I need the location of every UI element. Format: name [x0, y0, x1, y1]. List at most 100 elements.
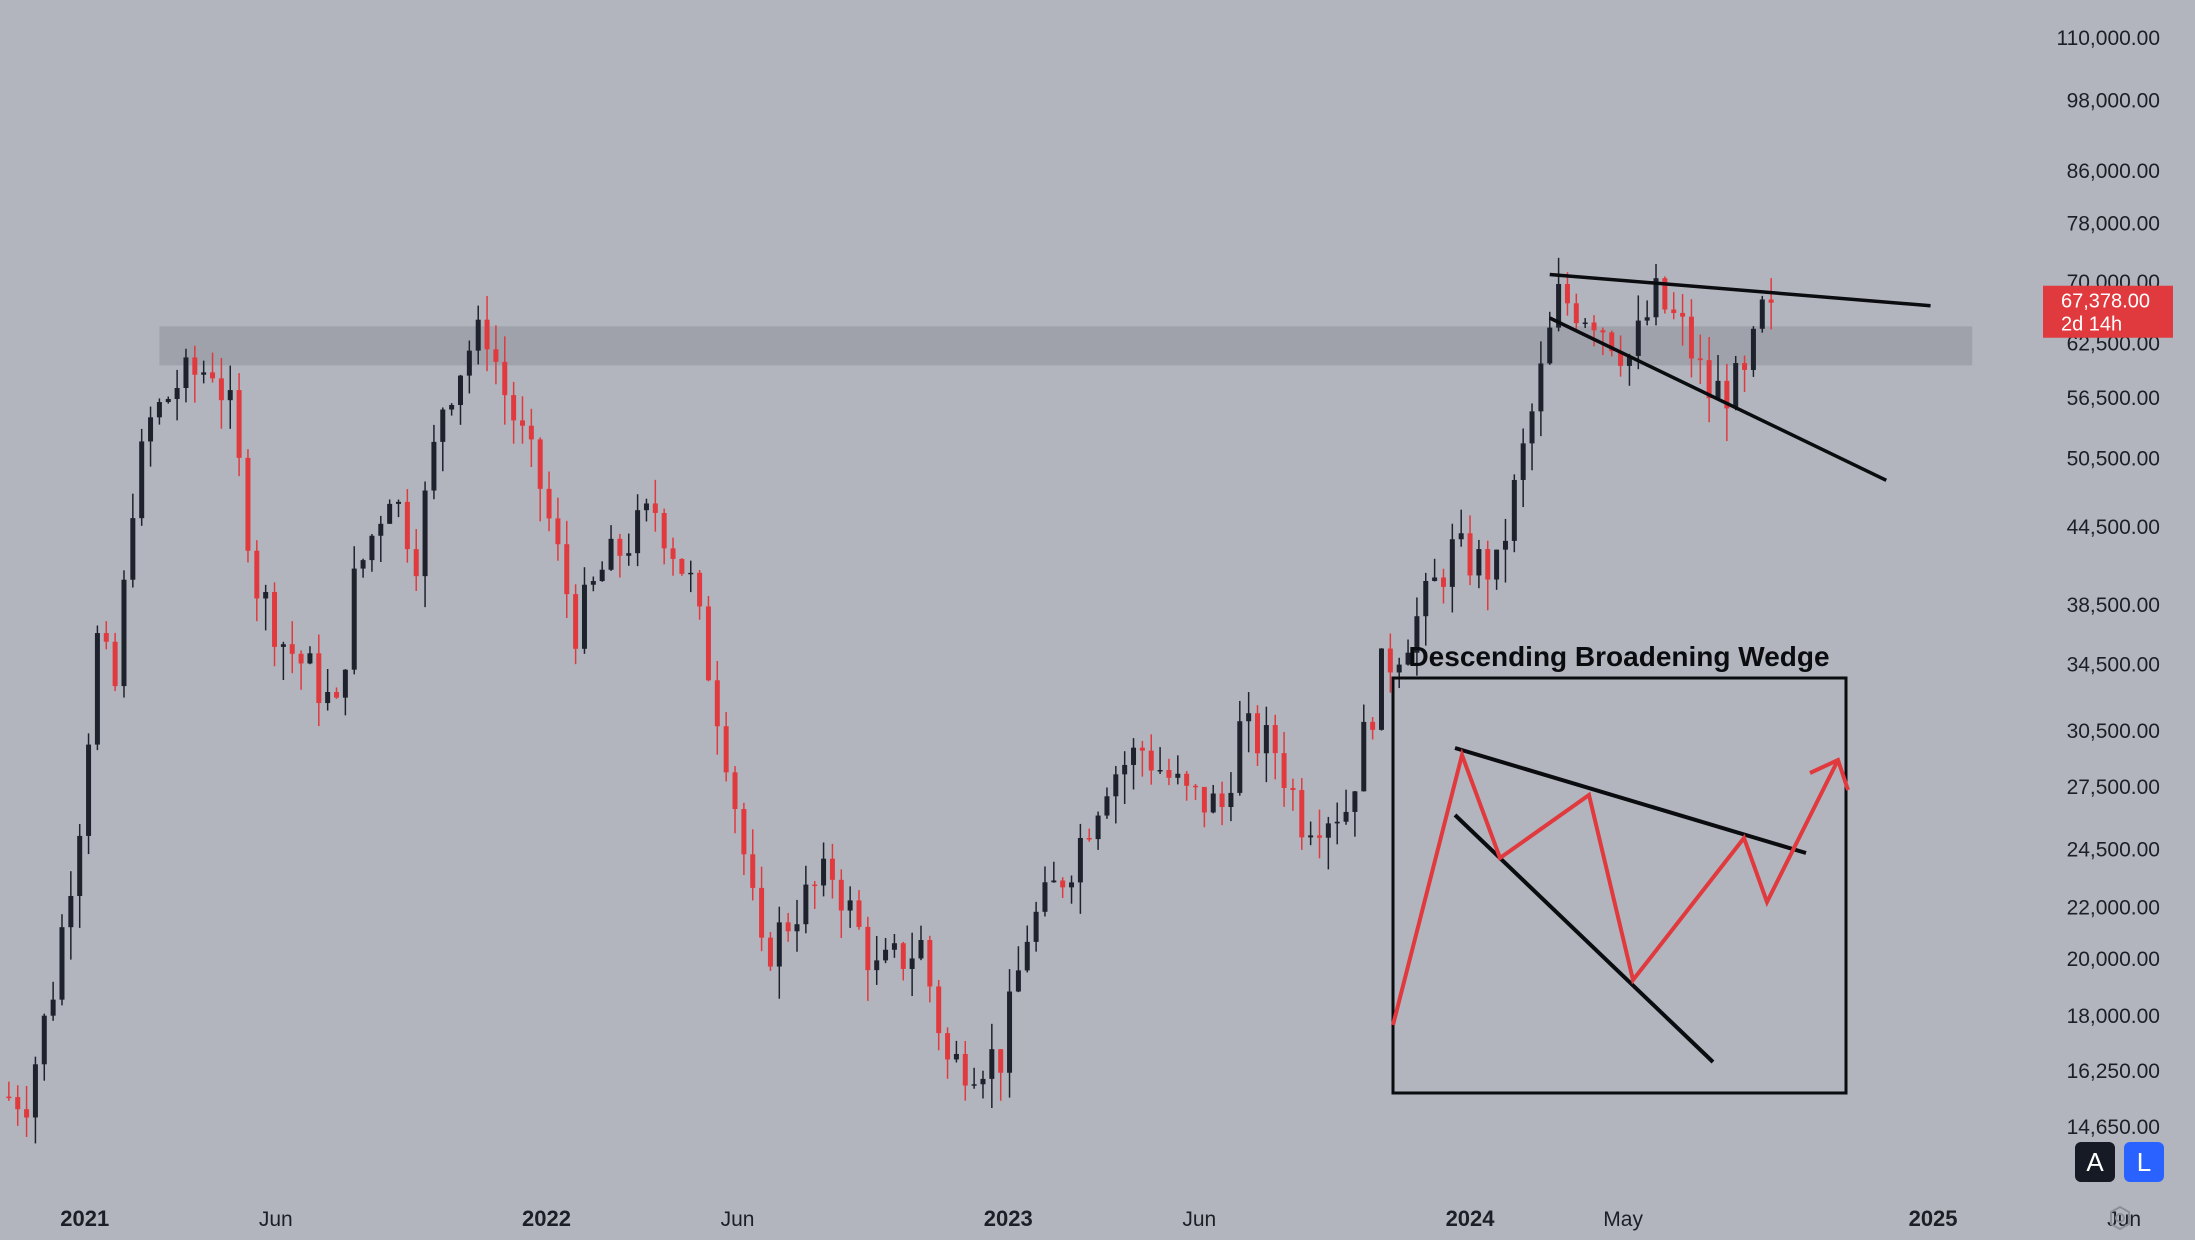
candle-body [953, 1053, 959, 1060]
candle-body [1024, 941, 1030, 971]
last-price-badge [2043, 285, 2173, 338]
price-axis: 110,000.0098,000.0086,000.0078,000.0070,… [2056, 27, 2160, 1139]
candle-body [1378, 648, 1384, 730]
candle-body [1316, 835, 1322, 838]
inset-price-zigzag [1391, 748, 1840, 1026]
candle-body [546, 488, 552, 519]
candle-body [865, 926, 871, 971]
candle-body [670, 548, 676, 559]
candle-body [307, 653, 313, 664]
time-tick-label: 2021 [60, 1206, 109, 1231]
candle-body [794, 924, 800, 932]
candle-body [1733, 363, 1739, 409]
auto-scale-button[interactable]: A [2075, 1142, 2115, 1182]
candle-body [334, 691, 340, 698]
candle-body [1573, 303, 1579, 324]
price-tick-label: 62,500.00 [2067, 332, 2160, 355]
candle-body [1210, 793, 1216, 813]
price-tick-label: 44,500.00 [2067, 516, 2160, 539]
settings-gear-icon[interactable] [2106, 1204, 2134, 1232]
candle-body [86, 744, 92, 836]
price-tick-label: 24,500.00 [2067, 838, 2160, 861]
price-tick-label: 98,000.00 [2067, 89, 2160, 112]
candle-body [1272, 725, 1278, 754]
candle-body [1113, 774, 1119, 797]
candle-body [1184, 773, 1190, 786]
candle-body [617, 538, 623, 556]
candle-body [1325, 823, 1331, 838]
candle-body [1086, 838, 1092, 840]
candle-body [847, 900, 853, 911]
candle-body [1644, 317, 1650, 321]
candle-body [1352, 791, 1358, 812]
price-tick-label: 86,000.00 [2067, 160, 2160, 183]
time-tick-label: Jun [1182, 1208, 1216, 1231]
inset-arrow-head [1809, 757, 1850, 791]
candle-body [643, 503, 649, 511]
price-tick-label: 56,500.00 [2067, 387, 2160, 410]
inset-lower-line [1453, 813, 1715, 1064]
candle-body [236, 390, 242, 458]
candle-body [1131, 747, 1137, 765]
log-scale-button[interactable]: L [2124, 1142, 2164, 1182]
candle-body [1724, 380, 1730, 409]
candle-body [599, 569, 605, 582]
candle-body [1750, 328, 1756, 370]
candle-body [422, 490, 428, 577]
candle-body [1688, 316, 1694, 359]
candle-body [1139, 747, 1145, 751]
candle-body [1467, 533, 1473, 576]
candle-body [156, 402, 162, 418]
lower-trendline[interactable] [1548, 316, 1888, 482]
candle-body [679, 558, 685, 574]
candle-body [581, 584, 587, 649]
candle-body [1361, 721, 1367, 792]
upper-trendline[interactable] [1549, 272, 1931, 308]
pattern-inset: Descending Broadening Wedge [1391, 641, 1850, 1095]
time-tick-label: 2022 [522, 1206, 571, 1231]
candle-body [183, 357, 189, 388]
candle-body [1148, 750, 1154, 771]
candle-body [1759, 299, 1765, 329]
candle-body [1015, 970, 1021, 992]
candle-body [77, 835, 83, 896]
candle-body [776, 922, 782, 967]
candle-body [210, 372, 216, 379]
candle-body [1502, 540, 1508, 550]
candle-body [174, 387, 180, 399]
candle-body [1263, 725, 1269, 754]
candle-body [218, 378, 224, 401]
candle-body [732, 772, 738, 810]
time-tick-label: 2024 [1446, 1206, 1496, 1231]
candle-body [1697, 358, 1703, 361]
candle-body [1370, 721, 1376, 730]
candle-body [1060, 880, 1066, 888]
candle-body [511, 395, 517, 421]
candle-body [351, 568, 357, 670]
candle-body [1520, 443, 1526, 480]
candle-body [475, 319, 481, 351]
candle-body [457, 375, 463, 406]
candle-body [785, 922, 791, 932]
price-tick-label: 38,500.00 [2067, 594, 2160, 617]
candle-body [1069, 882, 1075, 888]
candle-body [59, 927, 65, 1000]
candle-body [1626, 355, 1632, 366]
candle-body [378, 523, 384, 536]
candle-body [1768, 299, 1774, 303]
candle-body [1609, 332, 1615, 352]
resistance-zone [159, 326, 1973, 366]
candle-body [112, 641, 118, 687]
candle-body [1476, 549, 1482, 576]
candle-body [661, 512, 667, 549]
candle-body [1440, 577, 1446, 587]
candle-body [874, 960, 880, 971]
price-tick-label: 16,250.00 [2067, 1060, 2160, 1083]
price-tick-label: 27,500.00 [2067, 776, 2160, 799]
candle-body [1122, 764, 1128, 775]
candle-body [1635, 320, 1641, 356]
candle-body [1715, 380, 1721, 399]
